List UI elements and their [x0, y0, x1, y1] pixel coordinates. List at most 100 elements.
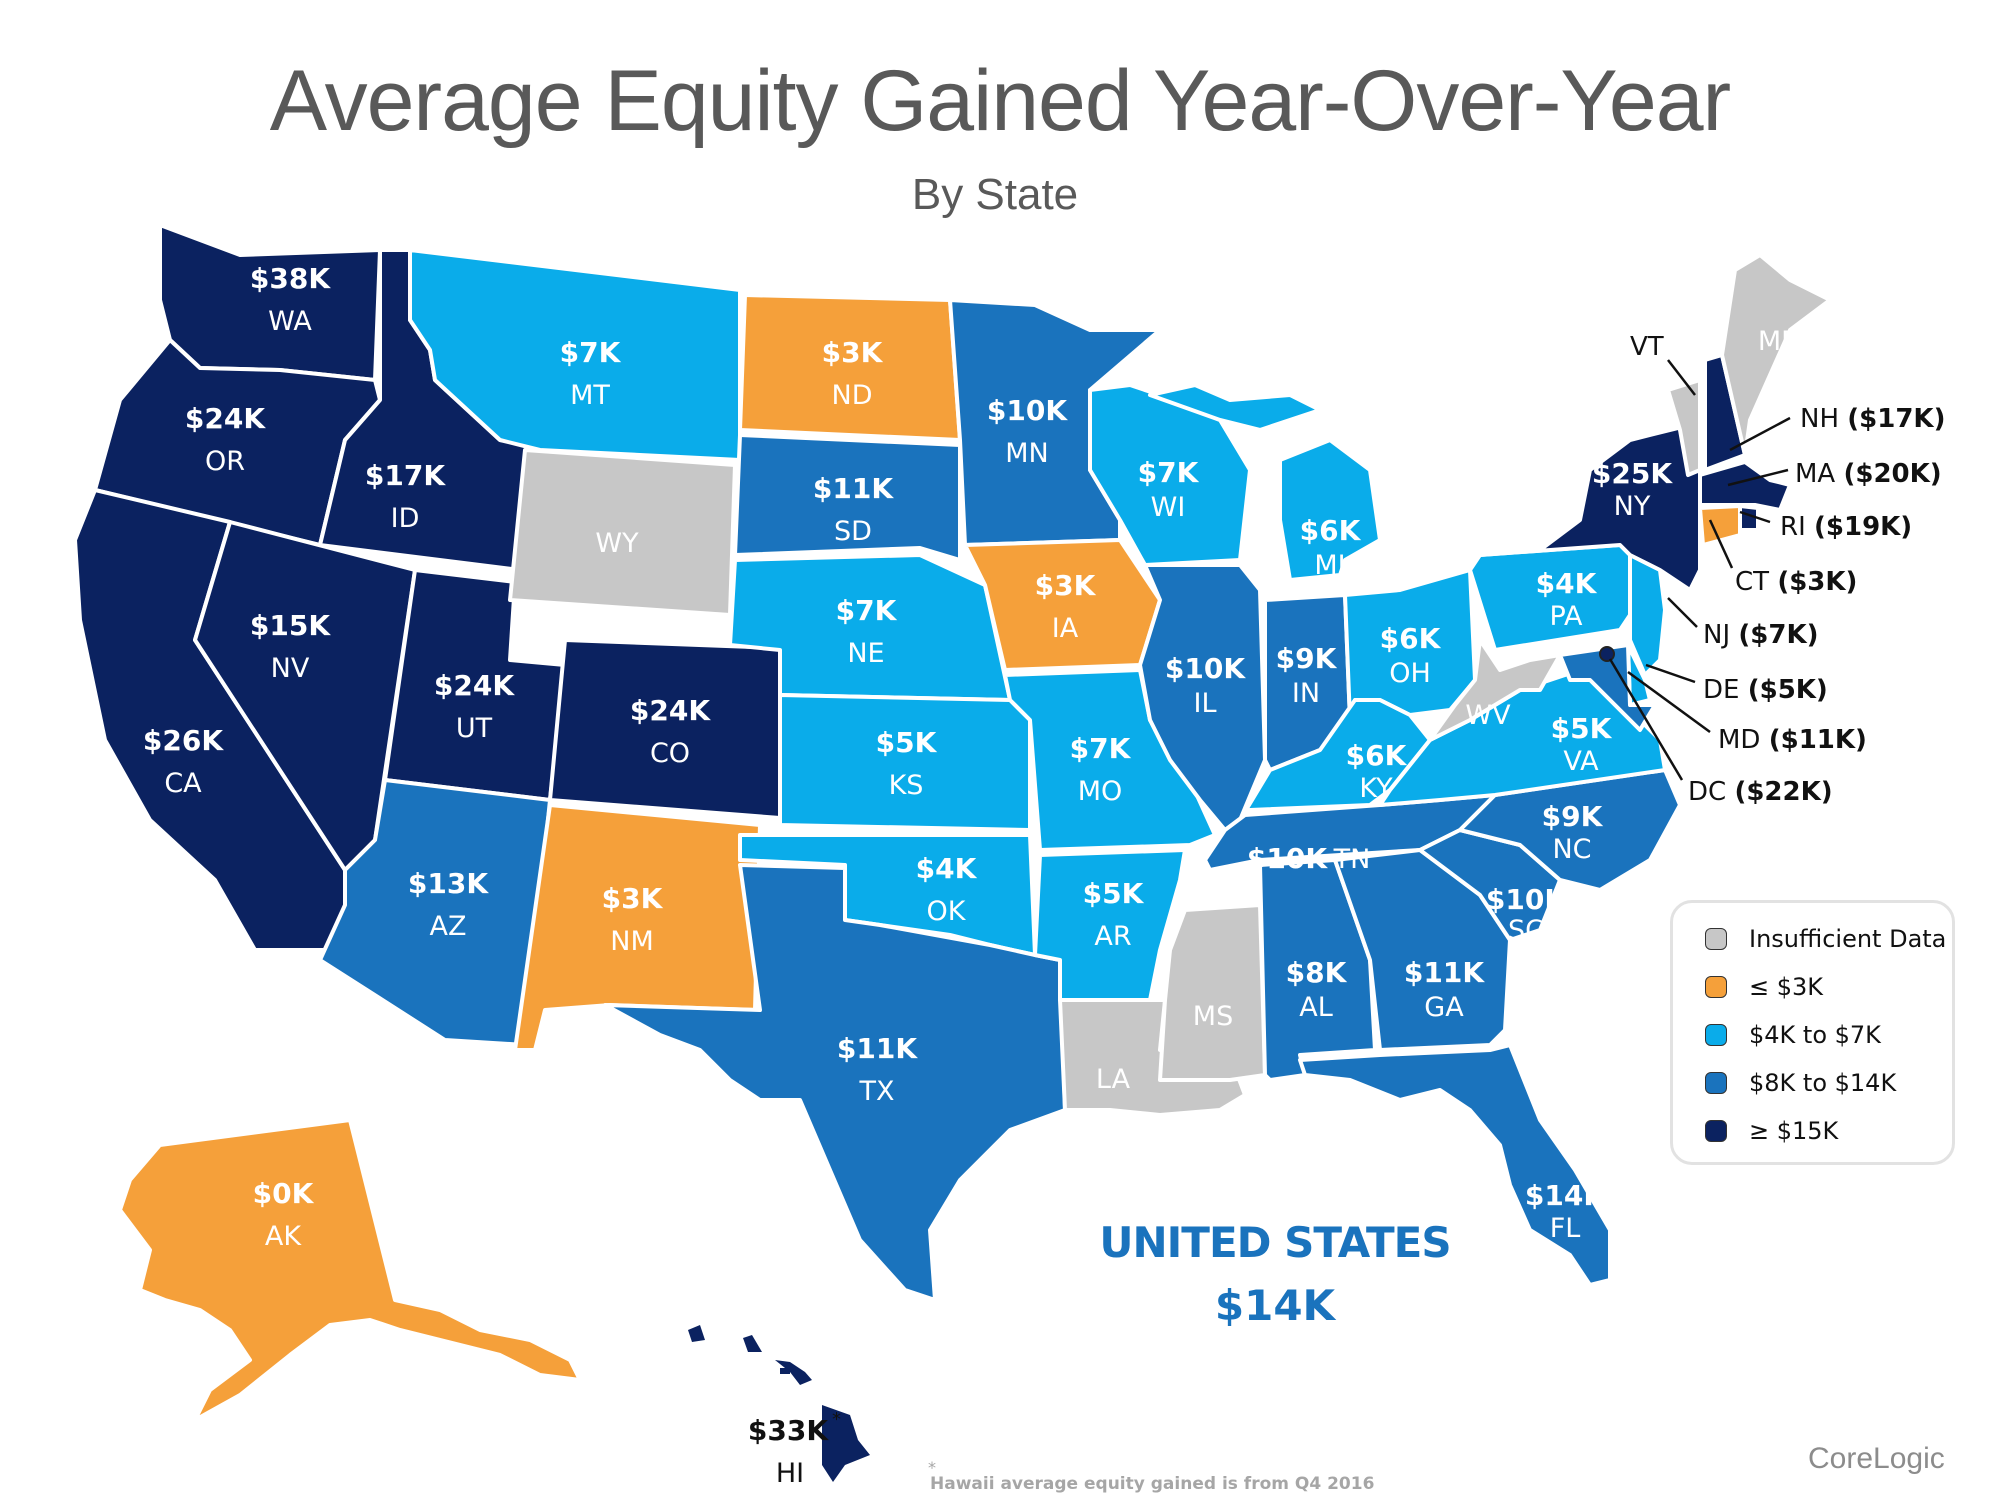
label-HI-value: $33K — [748, 1414, 829, 1447]
legend-label: Insufficient Data — [1749, 925, 1947, 953]
label-AZ-abbr: AZ — [430, 911, 467, 942]
state-MS[interactable] — [1158, 903, 1267, 1082]
us-total: UNITED STATES $14K — [1070, 1218, 1480, 1330]
label-LA-abbr: LA — [1096, 1064, 1131, 1095]
label-CO-value: $24K — [630, 694, 711, 727]
label-CO-abbr: CO — [650, 738, 690, 769]
label-OR-abbr: OR — [205, 446, 245, 477]
leader-CT — [1708, 519, 1734, 569]
label-CA-abbr: CA — [164, 768, 202, 799]
legend-swatch-orange — [1705, 976, 1727, 998]
state-MT[interactable] — [408, 248, 742, 462]
label-TN-value: $10K — [1247, 842, 1328, 875]
state-HI-oahu[interactable] — [743, 1335, 762, 1352]
legend-swatch-blue — [1705, 1072, 1727, 1094]
state-HI-molokai[interactable] — [780, 1368, 790, 1374]
label-MI-value: $6K — [1300, 514, 1362, 547]
legend: Insufficient Data ≤ $3K $4K to $7K $8K t… — [1670, 900, 1955, 1165]
label-NV-abbr: NV — [271, 653, 310, 684]
state-CO[interactable] — [548, 638, 782, 820]
state-TX[interactable] — [603, 863, 1067, 1302]
label-UT-value: $24K — [434, 669, 515, 702]
label-IN-abbr: IN — [1292, 678, 1320, 709]
state-CT[interactable] — [1698, 504, 1742, 547]
label-CA-value: $26K — [143, 724, 224, 757]
label-PA-value: $4K — [1536, 567, 1598, 600]
legend-label: ≥ $15K — [1749, 1117, 1839, 1145]
northeast-callouts: VT NH ($17K) MA ($20K) RI ($19K) CT ($3K… — [1608, 332, 1945, 807]
label-GA-abbr: GA — [1424, 992, 1464, 1023]
label-AK-abbr: AK — [265, 1221, 302, 1252]
label-ME-abbr: ME — [1758, 326, 1798, 357]
state-AK[interactable] — [118, 1118, 582, 1422]
label-ND-abbr: ND — [832, 380, 873, 411]
label-MO-abbr: MO — [1078, 776, 1123, 807]
label-VA-value: $5K — [1551, 712, 1613, 745]
legend-item-mid-low: $4K to $7K — [1705, 1015, 1881, 1055]
state-FL[interactable] — [1298, 1043, 1612, 1287]
label-NE-value: $7K — [836, 594, 898, 627]
state-HI-maui[interactable] — [775, 1360, 812, 1385]
state-SD[interactable] — [733, 433, 962, 562]
state-ME[interactable] — [1720, 253, 1832, 457]
label-NE-abbr: NE — [847, 638, 884, 669]
label-IA-value: $3K — [1035, 569, 1097, 602]
page-title: Average Equity Gained Year-Over-Year — [269, 53, 1731, 149]
label-OK-value: $4K — [916, 852, 978, 885]
state-KY[interactable] — [1238, 698, 1432, 822]
legend-item-insufficient: Insufficient Data — [1705, 919, 1946, 959]
legend-item-low: ≤ $3K — [1705, 967, 1823, 1007]
label-AR-value: $5K — [1083, 877, 1145, 910]
leader-MA — [1727, 468, 1789, 487]
label-TN-abbr: TN — [1333, 844, 1371, 875]
leader-DC — [1608, 658, 1684, 781]
label-MN-abbr: MN — [1005, 438, 1049, 469]
label-WI-abbr: WI — [1151, 492, 1186, 523]
legend-label: $4K to $7K — [1749, 1021, 1881, 1049]
legend-swatch-light-blue — [1705, 1024, 1727, 1046]
label-OK-abbr: OK — [927, 896, 967, 927]
state-MI[interactable] — [1278, 438, 1382, 582]
label-SC-abbr: SC — [1508, 915, 1544, 946]
leader-NH — [1729, 416, 1791, 452]
legend-swatch-gray — [1705, 928, 1727, 950]
state-DC[interactable] — [1599, 646, 1615, 662]
label-ID-value: $17K — [365, 459, 446, 492]
page-subtitle: By State — [911, 170, 1079, 219]
callout-NJ: NJ ($7K) — [1703, 620, 1819, 650]
label-AL-value: $8K — [1286, 956, 1348, 989]
label-NY-abbr: NY — [1614, 491, 1651, 522]
label-OR-value: $24K — [185, 402, 266, 435]
label-WA-abbr: WA — [268, 306, 312, 337]
state-WA[interactable] — [158, 223, 382, 382]
state-MI-upper[interactable] — [1148, 383, 1322, 432]
label-TX-value: $11K — [837, 1032, 918, 1065]
label-IL-abbr: IL — [1193, 688, 1216, 719]
state-MA[interactable] — [1698, 460, 1792, 512]
label-UT-abbr: UT — [456, 713, 493, 744]
label-NC-abbr: NC — [1552, 834, 1591, 865]
state-VT[interactable] — [1666, 378, 1702, 477]
state-KS[interactable] — [778, 693, 1032, 832]
leader-DE — [1645, 663, 1696, 684]
state-HI-kauai[interactable] — [688, 1325, 705, 1342]
label-KY-abbr: KY — [1359, 773, 1393, 804]
label-KS-value: $5K — [876, 726, 938, 759]
callout-DE: DE ($5K) — [1703, 675, 1828, 705]
state-NY[interactable] — [1478, 423, 1702, 592]
footnote: Hawaii average equity gained is from Q4 … — [930, 1474, 1375, 1494]
state-WV[interactable] — [1428, 638, 1562, 742]
state-labels: $38K WA $24K OR $26K CA $17K ID $15K NV … — [143, 262, 1798, 1252]
corelogic-logo: CoreLogic — [1808, 1442, 1945, 1475]
label-AK-value: $0K — [253, 1177, 315, 1210]
label-OH-value: $6K — [1380, 622, 1442, 655]
label-AL-abbr: AL — [1299, 992, 1333, 1023]
state-MD[interactable] — [1558, 643, 1657, 732]
label-AZ-value: $13K — [408, 867, 489, 900]
state-HI-big[interactable] — [822, 1405, 870, 1482]
legend-swatch-navy — [1705, 1120, 1727, 1142]
state-IL[interactable] — [1138, 563, 1267, 832]
label-ND-value: $3K — [822, 336, 884, 369]
label-MO-value: $7K — [1070, 732, 1132, 765]
